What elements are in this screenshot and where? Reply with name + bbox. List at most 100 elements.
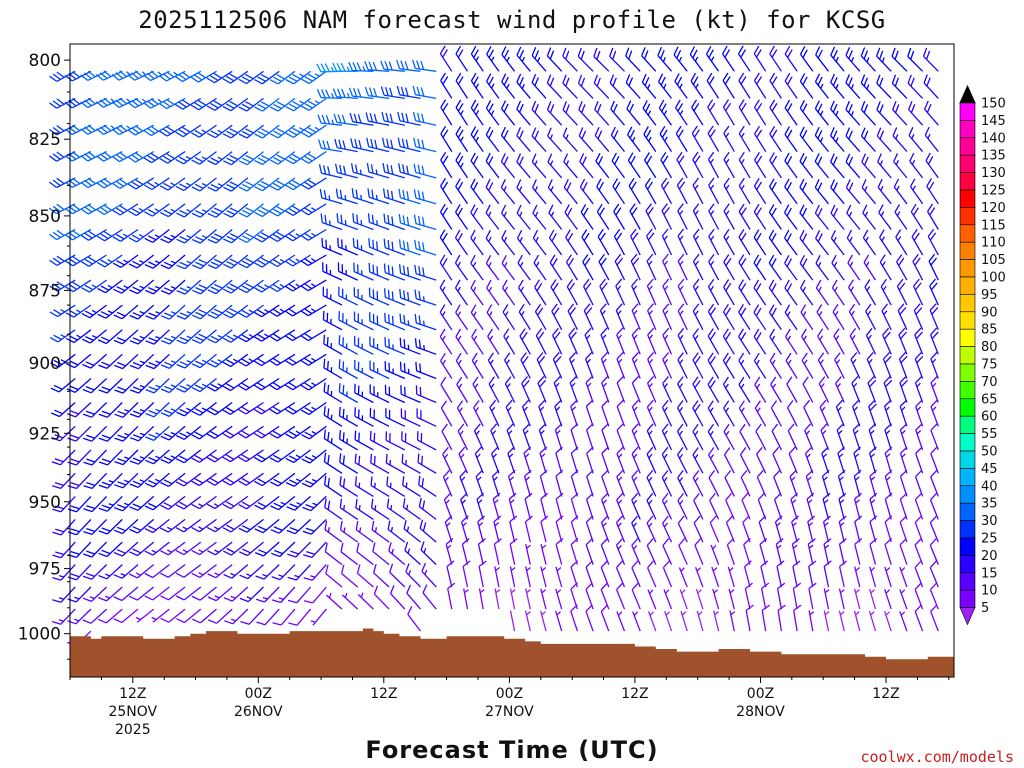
wind-barb — [837, 469, 846, 497]
wind-barb — [854, 566, 861, 588]
wind-barb — [222, 97, 249, 112]
wind-barb — [555, 515, 564, 543]
wind-barb — [486, 304, 500, 331]
wind-barb — [509, 588, 516, 610]
wind-barb — [815, 46, 830, 72]
y-axis: 800 825 850 875 900 925 950 975 1000 — [18, 51, 70, 660]
wind-barb — [338, 383, 359, 404]
wind-barb — [570, 604, 579, 632]
wind-barb — [516, 73, 531, 99]
wind-barb — [96, 254, 123, 268]
wind-barb — [286, 518, 312, 535]
wind-barb — [254, 518, 280, 534]
wind-barb — [285, 177, 311, 191]
wind-barb — [160, 378, 186, 394]
wind-barb — [625, 47, 641, 72]
wind-barb — [367, 213, 390, 231]
colorbar-swatch — [959, 224, 976, 243]
wind-barb — [300, 254, 327, 267]
wind-barb — [540, 492, 549, 520]
wind-barb — [160, 254, 186, 270]
chart-title: 2025112506 NAM forecast wind profile (kt… — [138, 6, 885, 34]
wind-barb — [520, 352, 531, 379]
wind-barb — [739, 447, 751, 474]
wind-barb — [524, 515, 533, 543]
wind-barb — [676, 423, 688, 451]
wind-barb — [487, 352, 500, 379]
wind-barb — [455, 178, 469, 205]
x-tick-label: 2025 — [115, 722, 151, 738]
wind-barb — [65, 279, 92, 293]
wind-barb — [82, 586, 108, 603]
wind-barb — [815, 230, 830, 256]
wind-barb — [287, 586, 312, 604]
wind-barb — [853, 610, 861, 632]
wind-barb — [631, 303, 641, 331]
wind-barb — [869, 515, 878, 543]
wind-barb — [584, 351, 594, 379]
wind-barb — [924, 126, 939, 153]
wind-barb — [661, 423, 673, 451]
wind-barb — [525, 588, 531, 610]
wind-barb — [805, 469, 814, 497]
wind-barb — [822, 492, 831, 520]
wind-barb — [661, 446, 673, 474]
wind-barb — [548, 204, 563, 230]
wind-barb — [563, 179, 578, 205]
wind-barb — [593, 47, 610, 72]
wind-barb — [661, 203, 673, 230]
wind-barb — [114, 378, 139, 394]
wind-barb — [838, 492, 847, 520]
wind-barb — [160, 495, 186, 510]
wind-barb — [689, 46, 704, 72]
wind-barb — [238, 472, 264, 486]
wind-barb — [335, 188, 358, 205]
wind-barb — [801, 328, 814, 355]
wind-barb — [600, 604, 610, 632]
wind-barb — [419, 519, 437, 543]
wind-barb — [129, 329, 155, 345]
wind-barb — [692, 470, 704, 497]
wind-barb — [768, 229, 782, 256]
wind-barb — [801, 352, 814, 379]
wind-barb — [323, 406, 343, 427]
wind-barb — [723, 125, 735, 152]
wind-barb — [413, 137, 437, 153]
wind-barb — [446, 560, 455, 588]
colorbar-swatch — [959, 102, 976, 121]
wind-barb — [191, 586, 217, 601]
wind-barb — [540, 588, 547, 610]
wind-barb — [869, 538, 878, 565]
wind-barb — [613, 203, 626, 230]
wind-barb — [565, 229, 578, 256]
wind-barb — [302, 518, 327, 535]
wind-barb — [324, 498, 343, 520]
wind-barb — [238, 203, 264, 218]
wind-barb — [269, 254, 296, 268]
wind-barb — [339, 430, 359, 451]
wind-barb — [160, 472, 186, 487]
wind-barb — [836, 423, 845, 451]
wind-barb — [389, 563, 406, 588]
wind-barb — [739, 423, 751, 451]
wind-barb — [380, 86, 405, 100]
colorbar-swatch — [959, 381, 976, 400]
wind-barb — [300, 304, 327, 317]
wind-barb — [207, 254, 233, 270]
wind-barb — [738, 254, 751, 281]
wind-barb — [615, 560, 626, 588]
wind-barb — [693, 515, 704, 543]
wind-barb — [547, 127, 563, 153]
wind-barb — [690, 72, 704, 99]
wind-barb — [145, 425, 170, 442]
wind-barb — [662, 538, 673, 565]
wind-barb — [705, 45, 720, 72]
wind-barb — [521, 399, 531, 427]
x-tick-label: 00Z — [245, 686, 272, 702]
wind-barb — [516, 100, 531, 126]
wind-barb — [784, 45, 798, 72]
wind-barb — [709, 492, 720, 520]
wind-barb — [175, 425, 202, 440]
wind-barb — [548, 229, 563, 256]
